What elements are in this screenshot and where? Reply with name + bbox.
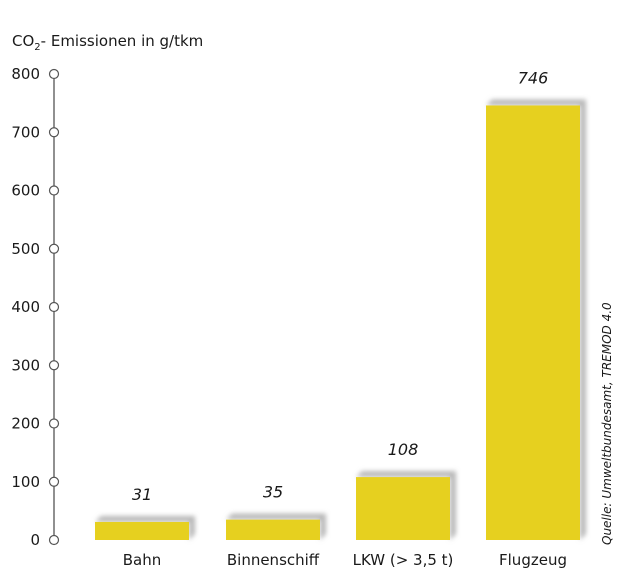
source-note: Quelle: Umweltbundesamt, TREMOD 4.0	[600, 302, 614, 545]
y-axis-title-co: CO	[12, 32, 35, 50]
y-tick-marker	[48, 360, 60, 371]
category-label: LKW (> 3,5 t)	[353, 551, 454, 569]
bar	[95, 521, 189, 540]
y-tick-label: 100	[11, 473, 40, 491]
category-label: Bahn	[123, 551, 162, 569]
y-tick-marker	[48, 68, 60, 80]
bar	[486, 105, 580, 540]
bar	[356, 477, 450, 540]
y-tick-label: 600	[11, 182, 40, 200]
bar-value-label: 35	[263, 483, 283, 502]
y-tick-marker	[48, 243, 60, 254]
bar-shadow	[226, 513, 326, 540]
y-tick-marker	[48, 185, 60, 196]
y-tick-marker	[48, 418, 60, 429]
bar	[226, 519, 320, 540]
y-tick-marker	[48, 301, 60, 313]
y-tick-label: 500	[11, 240, 40, 258]
bars: 31 Bahn 35 Binnenschiff 108 LKW (> 3,5 t) 746 F…	[95, 68, 586, 569]
bar-value-label: 108	[388, 440, 419, 459]
y-tick-marker	[48, 534, 60, 546]
y-axis-title: CO2- Emissionen in g/tkm	[12, 32, 203, 53]
bar-value-label: 31	[132, 485, 152, 504]
bar-value-label: 746	[518, 68, 549, 87]
y-tick-label: 800	[11, 65, 40, 83]
y-tick-label: 200	[11, 415, 40, 433]
y-axis-title-rest: - Emissionen in g/tkm	[40, 32, 204, 50]
category-label: Flugzeug	[499, 551, 567, 569]
y-tick-marker	[48, 476, 60, 487]
y-tick-label: 0	[30, 531, 40, 549]
y-axis-title-subscript: 2	[34, 42, 41, 53]
y-axis: 0 100 200 300 400 500 600 700 800	[11, 65, 60, 549]
y-tick-marker	[48, 127, 60, 138]
bar-shadow	[95, 515, 195, 540]
y-tick-label: 300	[11, 356, 40, 374]
category-label: Binnenschiff	[227, 551, 320, 569]
y-tick-label: 700	[11, 123, 40, 141]
y-tick-label: 400	[11, 298, 40, 316]
